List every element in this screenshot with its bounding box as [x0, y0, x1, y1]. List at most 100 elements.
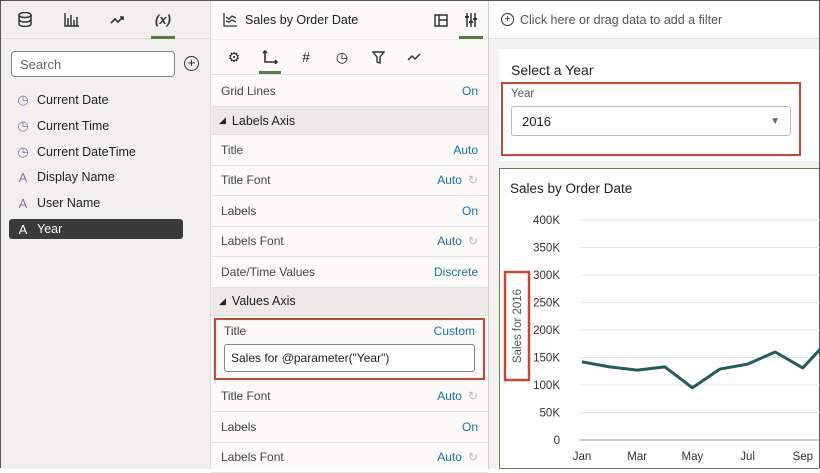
list-item-selected[interactable]: A Year	[9, 219, 183, 239]
y-tick-label: 300K	[533, 270, 560, 282]
properties-button[interactable]	[459, 1, 483, 39]
prop-value[interactable]: Auto ↻	[437, 234, 478, 248]
values-tab[interactable]: #	[295, 40, 317, 74]
value-text: Auto	[437, 450, 462, 465]
axis-tab[interactable]	[259, 40, 281, 74]
filter-bar[interactable]: + Click here or drag data to add a filter	[489, 1, 819, 39]
visualizations-tab[interactable]	[59, 1, 83, 39]
values-axis-title-group: Title Custom Sales for @parameter("Year")	[214, 317, 485, 380]
filter-tab[interactable]	[367, 40, 389, 74]
item-label: Display Name	[37, 170, 115, 184]
selected-value: 2016	[522, 113, 551, 129]
prop-label: Labels	[221, 419, 257, 434]
text-x-icon: A	[18, 195, 28, 211]
text-x-icon: A	[18, 221, 28, 237]
value-text: Auto	[437, 389, 462, 404]
analytics-tab[interactable]	[105, 1, 129, 39]
analytics-tab[interactable]	[403, 40, 425, 74]
axis-title-input[interactable]: Sales for @parameter("Year")	[224, 343, 475, 372]
y-tick-label: 100K	[533, 380, 560, 392]
database-icon	[18, 12, 32, 27]
reset-icon[interactable]: ↻	[467, 173, 478, 188]
prop-label: Labels Font	[221, 234, 284, 249]
item-label: Current Date	[37, 93, 109, 107]
labels-axis-section[interactable]: ◢ Labels Axis	[211, 107, 488, 135]
chevron-down-icon: ▼	[770, 115, 780, 127]
text-x-icon: A	[18, 169, 28, 185]
year-selector-card: Select a Year Year 2016 ▼	[499, 49, 819, 161]
prop-label: Date/Time Values	[221, 264, 316, 279]
values-axis-section[interactable]: ◢ Values Axis	[211, 287, 488, 316]
value-text: Auto	[437, 173, 462, 188]
y-tick-label: 50K	[540, 408, 561, 420]
series-line	[581, 347, 820, 390]
grid-lines-value[interactable]: On	[461, 83, 478, 98]
line-chart-icon	[223, 13, 237, 27]
value-text: Auto	[437, 234, 462, 249]
section-title: Labels Axis	[231, 113, 296, 128]
prop-value[interactable]: Custom	[433, 323, 475, 338]
add-filter-icon: +	[501, 13, 514, 26]
layout-icon	[434, 13, 448, 27]
item-label: Current Time	[37, 119, 110, 133]
y-tick-label: 400K	[533, 215, 560, 227]
prop-value[interactable]: On	[461, 203, 478, 218]
prop-value[interactable]: Auto ↻	[437, 173, 478, 187]
year-select[interactable]: 2016 ▼	[511, 106, 791, 136]
add-button[interactable]: +	[184, 56, 199, 71]
y-axis-title: Sales for 2016	[512, 289, 524, 363]
prop-label: Title	[224, 323, 247, 338]
prop-value[interactable]: Auto	[453, 142, 478, 157]
canvas: + Click here or drag data to add a filter…	[489, 1, 820, 469]
variables-tab[interactable]: (x)	[151, 1, 175, 39]
data-tab[interactable]	[13, 1, 37, 39]
prop-value[interactable]: Auto ↻	[437, 450, 478, 464]
selector-title: Select a Year	[511, 62, 594, 78]
prop-label: Title	[221, 142, 244, 157]
list-item[interactable]: ◷ Current Date	[9, 90, 183, 110]
y-tick-label: 0	[554, 435, 560, 447]
data-panel: (x) Search + ◷ Current Date ◷ Current Time…	[1, 1, 211, 469]
x-tick-label: Jan	[573, 451, 592, 463]
x-tick-label: Sep	[793, 451, 813, 463]
y-tick-label: 150K	[533, 353, 560, 365]
list-item[interactable]: A Display Name	[9, 167, 183, 187]
collapse-icon: ◢	[219, 295, 226, 306]
hash-icon: #	[302, 49, 310, 65]
reset-icon[interactable]: ↻	[467, 389, 478, 404]
prop-label: Title Font	[221, 389, 271, 404]
filter-icon	[371, 50, 385, 64]
line-chart: 0 50K 100K 150K 200K 250K 300K 350K 400K Jan Mar Ma…	[503, 215, 820, 463]
prop-label: Title Font	[221, 173, 271, 188]
list-item[interactable]: A User Name	[9, 193, 183, 213]
visualization-title: Sales by Order Date	[245, 13, 359, 27]
reset-icon[interactable]: ↻	[467, 234, 478, 249]
prop-value[interactable]: On	[461, 419, 478, 434]
axis-icon	[262, 50, 278, 64]
layout-button[interactable]	[429, 1, 453, 39]
y-tick-label: 350K	[533, 243, 560, 255]
ylabel-highlight	[503, 270, 531, 382]
y-tick-label: 250K	[533, 298, 560, 310]
properties-panel: Sales by Order Date ⚙ # ◷ Grid Lines On ◢…	[211, 1, 489, 473]
prop-value[interactable]: Discrete	[433, 264, 478, 279]
sliders-icon	[465, 13, 477, 27]
reset-icon[interactable]: ↻	[467, 450, 478, 465]
item-label: Year	[37, 222, 63, 236]
list-item[interactable]: ◷ Current Time	[9, 116, 183, 136]
general-tab[interactable]: ⚙	[223, 40, 245, 74]
item-label: User Name	[37, 196, 101, 210]
clock-x-icon: ◷	[17, 144, 29, 159]
clock-x-icon: ◷	[17, 92, 29, 107]
x-tick-label: May	[682, 451, 704, 463]
prop-value[interactable]: Auto ↻	[437, 389, 478, 403]
list-item[interactable]: ◷ Current DateTime	[9, 142, 183, 162]
search-input[interactable]: Search	[11, 51, 175, 77]
bar-chart-icon	[63, 12, 79, 27]
item-label: Current DateTime	[37, 145, 136, 159]
variables-icon: (x)	[155, 12, 171, 27]
clock-icon: ◷	[335, 48, 349, 65]
selector-label: Year	[511, 88, 535, 100]
date-tab[interactable]: ◷	[331, 40, 353, 74]
y-tick-label: 200K	[533, 325, 560, 337]
